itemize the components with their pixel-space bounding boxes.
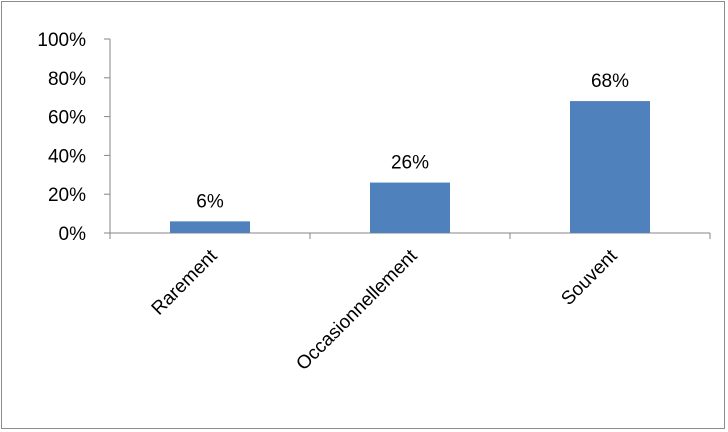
data-label: 6%	[196, 191, 224, 212]
data-label: 68%	[591, 71, 629, 92]
data-label: 26%	[391, 153, 429, 174]
y-tick-label: 60%	[48, 108, 86, 129]
bar	[570, 101, 650, 233]
bar	[370, 182, 450, 233]
category-label: Souvent	[557, 245, 622, 310]
y-tick-label: 20%	[48, 185, 86, 206]
category-label: Occasionnellement	[292, 245, 422, 375]
y-tick-label: 100%	[37, 30, 86, 51]
y-tick-labels: 0% 20% 40% 60% 80% 100%	[37, 30, 86, 245]
bar	[170, 221, 250, 233]
y-tick-label: 40%	[48, 146, 86, 167]
category-label: Rarement	[148, 245, 222, 319]
y-tick-label: 80%	[48, 69, 86, 90]
data-labels: 6% 26% 68%	[196, 71, 629, 212]
y-tick-label: 0%	[59, 224, 87, 245]
category-labels: Rarement Occasionnellement Souvent	[148, 245, 622, 375]
bars	[170, 101, 650, 233]
